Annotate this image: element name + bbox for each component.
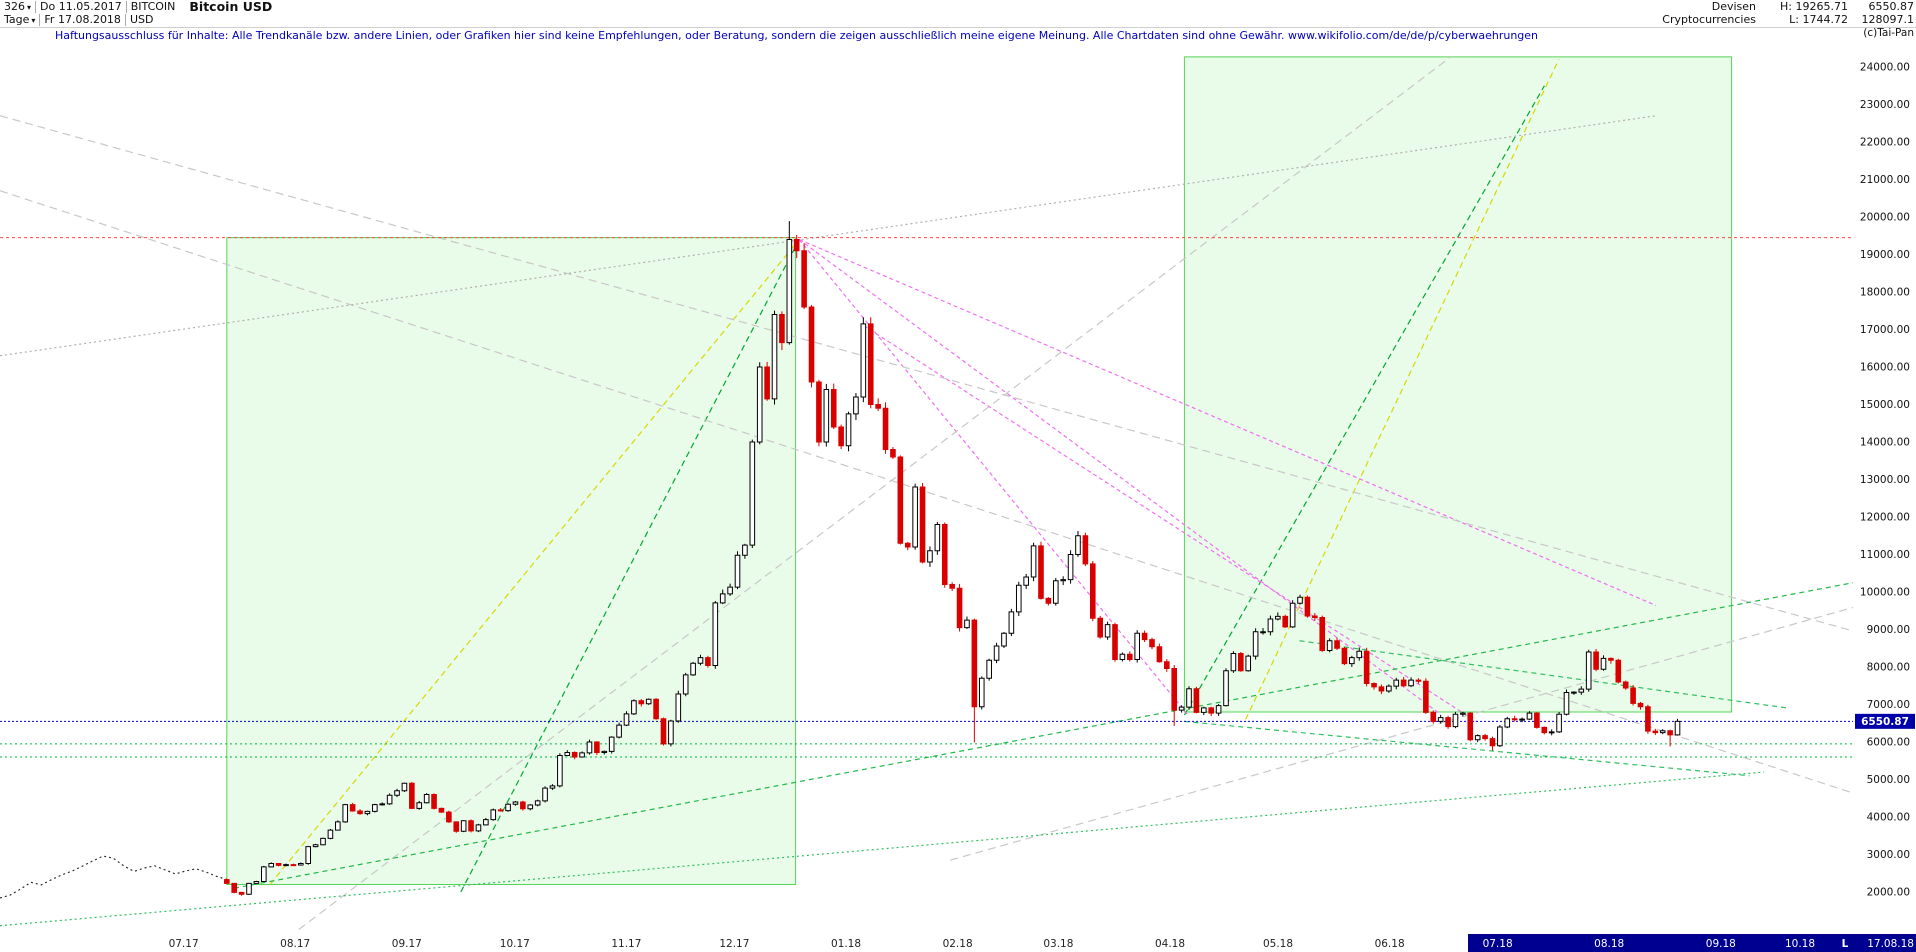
svg-text:13000.00: 13000.00 bbox=[1860, 474, 1910, 486]
bars-count-dropdown[interactable]: 326 ▾ bbox=[0, 0, 37, 13]
svg-text:5000.00: 5000.00 bbox=[1867, 774, 1910, 786]
svg-text:20000.00: 20000.00 bbox=[1860, 212, 1910, 224]
svg-text:9000.00: 9000.00 bbox=[1867, 624, 1910, 636]
svg-text:02.18: 02.18 bbox=[943, 938, 973, 950]
svg-text:12.17: 12.17 bbox=[719, 938, 749, 950]
svg-text:L: L bbox=[1842, 938, 1849, 950]
svg-text:15000.00: 15000.00 bbox=[1860, 399, 1910, 411]
svg-text:09.18: 09.18 bbox=[1706, 938, 1736, 950]
header: 326 ▾ Do 11.05.2017 BITCOIN Bitcoin USD T… bbox=[0, 0, 1916, 28]
last-price-header: 6550.87 bbox=[1868, 0, 1915, 13]
svg-text:16000.00: 16000.00 bbox=[1860, 362, 1910, 374]
trend-lines bbox=[0, 56, 1853, 930]
svg-text:07.18: 07.18 bbox=[1483, 938, 1513, 950]
copyright-label: (c)Tai-Pan bbox=[1863, 27, 1914, 39]
svg-text:04.18: 04.18 bbox=[1155, 938, 1185, 950]
pre-period-line bbox=[0, 855, 227, 899]
volume-value: 128097.1 bbox=[1861, 12, 1915, 26]
svg-text:10000.00: 10000.00 bbox=[1860, 587, 1910, 599]
chart-end-date: Fr 17.08.2018 bbox=[40, 13, 126, 26]
svg-text:07.17: 07.17 bbox=[169, 938, 199, 950]
svg-text:06.18: 06.18 bbox=[1375, 938, 1405, 950]
period-low: L: 1744.72 bbox=[1789, 12, 1848, 26]
svg-text:18000.00: 18000.00 bbox=[1860, 287, 1910, 299]
chart-start-date: Do 11.05.2017 bbox=[36, 0, 127, 13]
svg-text:08.18: 08.18 bbox=[1594, 938, 1624, 950]
candlestick-series bbox=[224, 221, 1681, 896]
bars-count-value: 326 bbox=[4, 0, 25, 13]
svg-text:17000.00: 17000.00 bbox=[1860, 324, 1910, 336]
svg-text:05.18: 05.18 bbox=[1263, 938, 1293, 950]
chevron-down-icon: ▾ bbox=[27, 2, 32, 12]
svg-text:19000.00: 19000.00 bbox=[1860, 249, 1910, 261]
horizontal-levels bbox=[0, 237, 1853, 758]
plot-area bbox=[0, 56, 1853, 930]
svg-text:22000.00: 22000.00 bbox=[1860, 137, 1910, 149]
svg-text:10.18: 10.18 bbox=[1785, 938, 1815, 950]
svg-text:08.17: 08.17 bbox=[280, 938, 310, 950]
currency-label: USD bbox=[129, 12, 154, 26]
svg-text:2000.00: 2000.00 bbox=[1867, 887, 1910, 899]
svg-text:4000.00: 4000.00 bbox=[1867, 812, 1910, 824]
svg-text:21000.00: 21000.00 bbox=[1860, 174, 1910, 186]
disclaimer-text: Haftungsausschluss für Inhalte: Alle Tre… bbox=[55, 29, 1539, 42]
svg-text:09.17: 09.17 bbox=[392, 938, 422, 950]
svg-text:17.08.18: 17.08.18 bbox=[1867, 938, 1914, 950]
svg-text:3000.00: 3000.00 bbox=[1867, 849, 1910, 861]
svg-text:23000.00: 23000.00 bbox=[1860, 99, 1910, 111]
chevron-down-icon: ▾ bbox=[31, 15, 36, 25]
svg-text:14000.00: 14000.00 bbox=[1860, 437, 1910, 449]
category-line1: Devisen bbox=[1711, 0, 1756, 13]
symbol-label: BITCOIN bbox=[130, 0, 176, 13]
svg-text:11000.00: 11000.00 bbox=[1860, 549, 1910, 561]
last-price-tag: 6550.87 bbox=[1855, 713, 1915, 729]
page-title: Bitcoin USD bbox=[189, 0, 273, 14]
svg-text:6000.00: 6000.00 bbox=[1867, 737, 1910, 749]
period-value: Tage bbox=[4, 12, 30, 26]
svg-text:6550.87: 6550.87 bbox=[1861, 716, 1909, 728]
price-axis: 24000.00 23000.00 22000.00 21000.00 20000.00… bbox=[1860, 62, 1910, 899]
period-dropdown[interactable]: Tage ▾ bbox=[0, 12, 41, 26]
analysis-boxes bbox=[226, 56, 1733, 885]
svg-text:24000.00: 24000.00 bbox=[1860, 62, 1910, 74]
category-line2: Cryptocurrencies bbox=[1662, 12, 1756, 26]
svg-text:10.17: 10.17 bbox=[500, 938, 530, 950]
svg-text:12000.00: 12000.00 bbox=[1860, 512, 1910, 524]
x-axis-highlight bbox=[1468, 934, 1916, 952]
period-high: H: 19265.71 bbox=[1780, 0, 1848, 13]
svg-text:03.18: 03.18 bbox=[1043, 938, 1073, 950]
time-axis: 07.17 08.17 09.17 10.17 11.17 12.17 01.18 02.18… bbox=[169, 934, 1916, 952]
svg-text:7000.00: 7000.00 bbox=[1867, 699, 1910, 711]
svg-text:01.18: 01.18 bbox=[831, 938, 861, 950]
svg-text:11.17: 11.17 bbox=[611, 938, 641, 950]
svg-text:8000.00: 8000.00 bbox=[1867, 662, 1910, 674]
